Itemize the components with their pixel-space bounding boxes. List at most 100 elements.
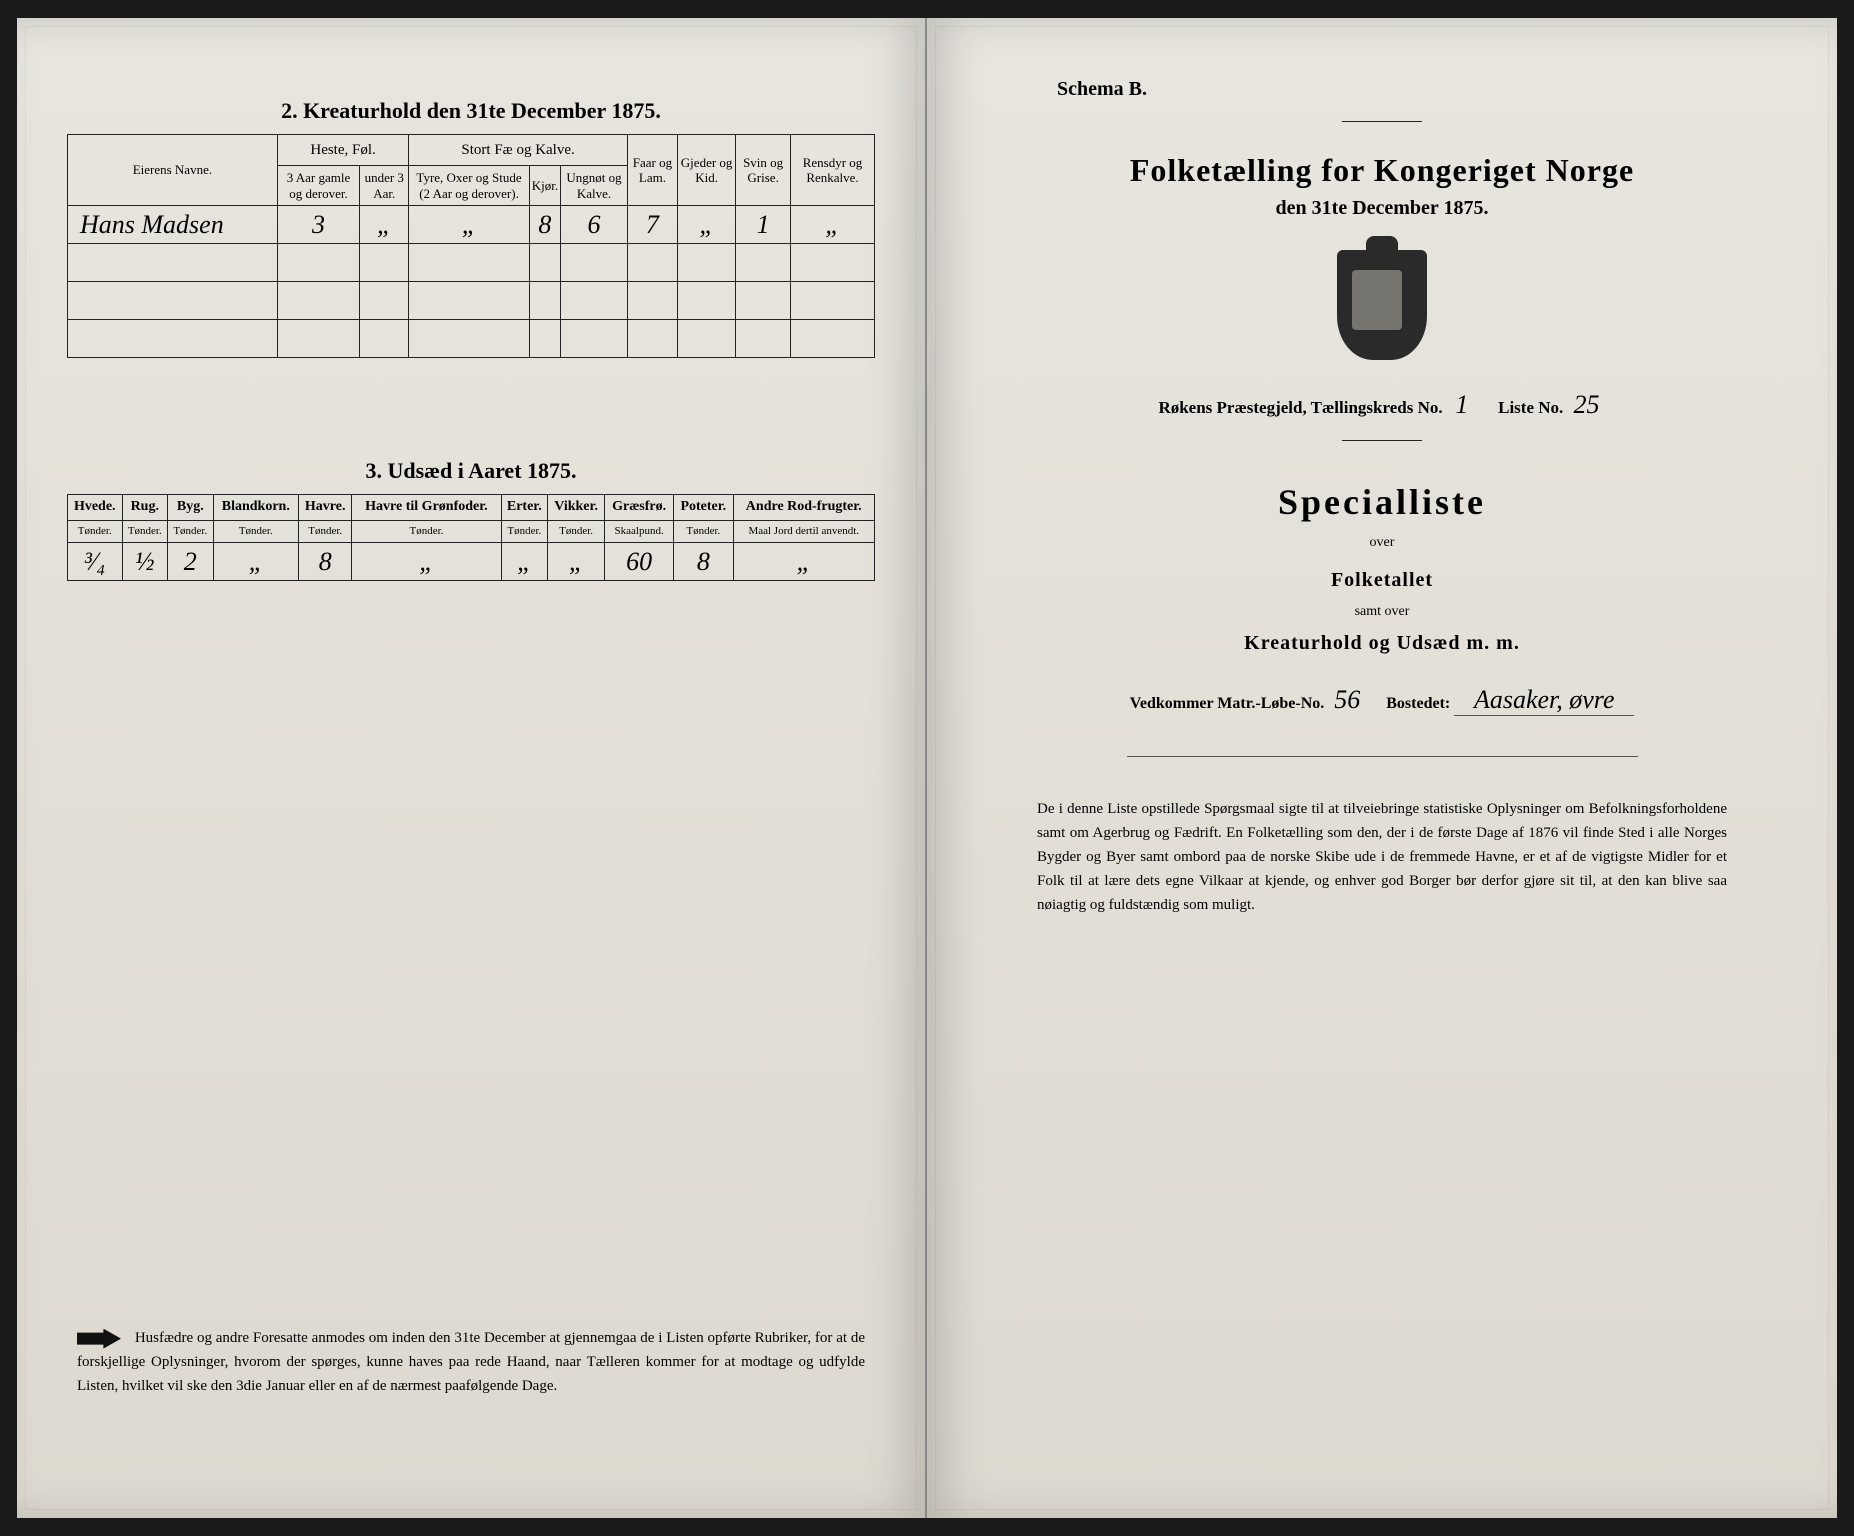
left-footer: Husfædre og andre Foresatte anmodes om i… — [77, 1326, 865, 1398]
samt-over: samt over — [1017, 604, 1747, 620]
parish-line: Røkens Præstegjeld, Tællingskreds No. 1 … — [1017, 390, 1747, 420]
livestock-table: Eierens Navne. Heste, Føl. Stort Fæ og K… — [67, 134, 875, 358]
value-cell: „ — [677, 206, 735, 244]
value-cell — [529, 244, 560, 282]
sub-stort1: Tyre, Oxer og Stude (2 Aar og derover). — [409, 166, 529, 206]
table-row — [68, 244, 875, 282]
value-cell — [409, 282, 529, 320]
col-head: Andre Rod-frugter. — [733, 495, 875, 521]
census-subtitle: den 31te December 1875. — [1017, 197, 1747, 220]
seed-value: 2 — [168, 543, 214, 581]
seed-value: 8 — [674, 543, 733, 581]
value-cell — [561, 282, 628, 320]
right-page: Schema B. Folketælling for Kongeriget No… — [927, 18, 1837, 1518]
col-unit: Tønder. — [674, 520, 733, 542]
col-unit: Tønder. — [213, 520, 299, 542]
sub-heste1: 3 Aar gamle og derover. — [277, 166, 359, 206]
value-cell — [791, 244, 875, 282]
schema-label: Schema B. — [1057, 78, 1747, 101]
value-cell — [736, 320, 791, 358]
liste-label: Liste No. — [1498, 398, 1563, 417]
col-head: Vikker. — [548, 495, 605, 521]
value-cell — [277, 244, 359, 282]
seed-value: 60 — [605, 543, 674, 581]
value-cell — [409, 320, 529, 358]
folketallet: Folketallet — [1017, 569, 1747, 592]
bosted-label: Bostedet: — [1386, 695, 1450, 712]
section3-title: 3. Udsæd i Aaret 1875. — [67, 458, 875, 484]
grp-svin: Svin og Grise. — [736, 135, 791, 206]
seed-value: 8 — [299, 543, 352, 581]
owner-cell: Hans Madsen — [68, 206, 278, 244]
col-unit: Tønder. — [548, 520, 605, 542]
value-cell — [627, 244, 677, 282]
rule-1 — [1342, 121, 1422, 122]
sub-heste2: under 3 Aar. — [360, 166, 409, 206]
liste-no: 25 — [1568, 390, 1606, 420]
value-cell — [277, 320, 359, 358]
col-unit: Tønder. — [68, 520, 123, 542]
kreaturhold: Kreaturhold og Udsæd m. m. — [1017, 632, 1747, 655]
matr-no: 56 — [1328, 685, 1366, 715]
value-cell — [627, 320, 677, 358]
value-cell: 7 — [627, 206, 677, 244]
value-cell — [736, 244, 791, 282]
value-cell — [791, 282, 875, 320]
seed-value: „ — [548, 543, 605, 581]
matr-line: Vedkommer Matr.-Løbe-No. 56 Bostedet: Aa… — [1017, 685, 1747, 716]
value-cell — [409, 244, 529, 282]
grp-stort: Stort Fæ og Kalve. — [409, 135, 628, 166]
col-head: Erter. — [501, 495, 548, 521]
seed-value: ½ — [122, 543, 168, 581]
owner-cell — [68, 282, 278, 320]
col-unit: Maal Jord dertil anvendt. — [733, 520, 875, 542]
value-cell — [561, 320, 628, 358]
specialliste: Specialliste — [1017, 481, 1747, 523]
value-cell: „ — [360, 206, 409, 244]
seed-value: „ — [213, 543, 299, 581]
value-cell — [736, 282, 791, 320]
value-cell — [677, 320, 735, 358]
col-unit: Tønder. — [352, 520, 501, 542]
grp-faar: Faar og Lam. — [627, 135, 677, 206]
grp-gjeder: Gjeder og Kid. — [677, 135, 735, 206]
matr-label: Vedkommer Matr.-Løbe-No. — [1130, 695, 1325, 712]
col-head: Græsfrø. — [605, 495, 674, 521]
grp-heste: Heste, Føl. — [277, 135, 409, 166]
owner-cell — [68, 320, 278, 358]
owner-cell — [68, 244, 278, 282]
value-cell — [561, 244, 628, 282]
col-head: Blandkorn. — [213, 495, 299, 521]
right-paragraph: De i denne Liste opstillede Spørgsmaal s… — [1037, 797, 1727, 917]
col-head: Poteter. — [674, 495, 733, 521]
value-cell — [529, 282, 560, 320]
bosted: Aasaker, øvre — [1454, 685, 1634, 716]
parish-prefix: Røkens Præstegjeld, Tællingskreds No. — [1158, 398, 1442, 417]
col-owner: Eierens Navne. — [68, 135, 278, 206]
col-head: Havre til Grønfoder. — [352, 495, 501, 521]
census-title: Folketælling for Kongeriget Norge — [1017, 152, 1747, 189]
col-unit: Tønder. — [501, 520, 548, 542]
pointer-icon — [77, 1329, 121, 1349]
value-cell — [360, 320, 409, 358]
col-head: Rug. — [122, 495, 168, 521]
col-unit: Skaalpund. — [605, 520, 674, 542]
footer-text: Husfædre og andre Foresatte anmodes om i… — [77, 1330, 865, 1394]
section2-title: 2. Kreaturhold den 31te December 1875. — [67, 98, 875, 124]
rule-2 — [1342, 440, 1422, 441]
col-unit: Tønder. — [299, 520, 352, 542]
kreds-no: 1 — [1447, 390, 1477, 420]
grp-rens: Rensdyr og Renkalve. — [791, 135, 875, 206]
value-cell — [627, 282, 677, 320]
seed-table: Hvede.Rug.Byg.Blandkorn.Havre.Havre til … — [67, 494, 875, 581]
value-cell — [277, 282, 359, 320]
left-footer-block: Husfædre og andre Foresatte anmodes om i… — [77, 1326, 865, 1398]
col-unit: Tønder. — [122, 520, 168, 542]
seed-value: ³⁄₄ — [68, 543, 123, 581]
table-row — [68, 282, 875, 320]
value-cell — [360, 282, 409, 320]
value-cell: „ — [409, 206, 529, 244]
census-book: 2. Kreaturhold den 31te December 1875. E… — [17, 18, 1837, 1518]
col-head: Hvede. — [68, 495, 123, 521]
value-cell: 1 — [736, 206, 791, 244]
